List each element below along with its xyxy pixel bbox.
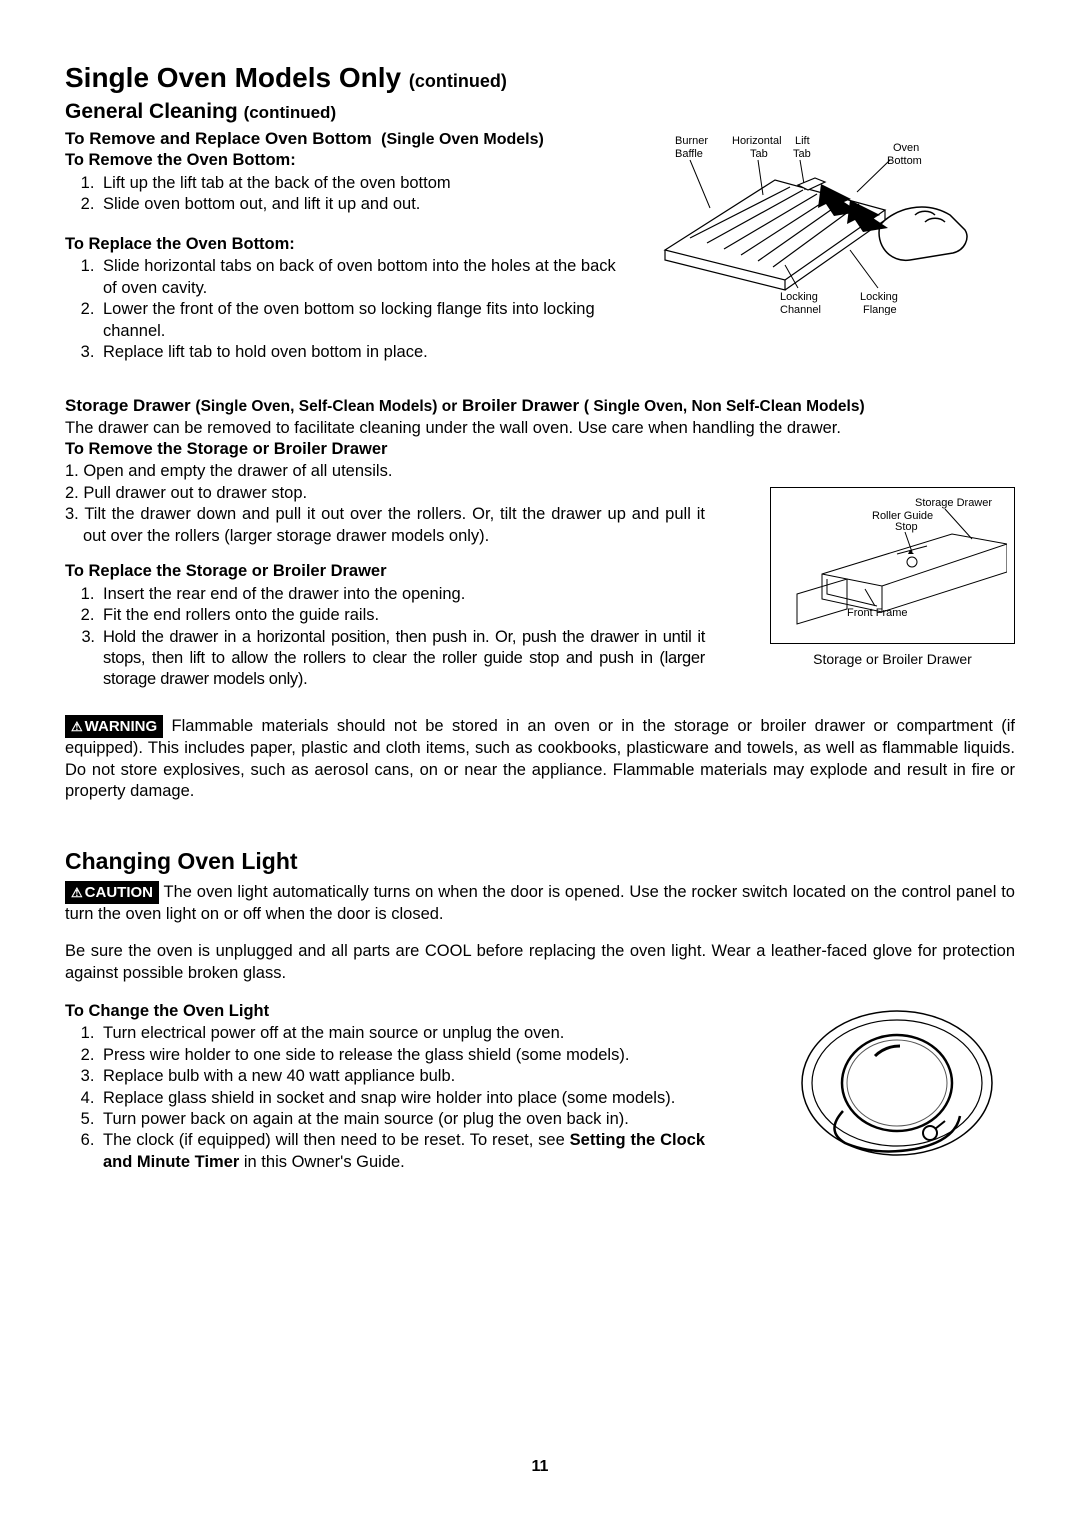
svg-text:Front Frame: Front Frame (847, 607, 908, 619)
title-text: Single Oven Models Only (65, 62, 401, 93)
svg-text:Bottom: Bottom (887, 155, 922, 167)
svg-text:Lift: Lift (795, 135, 810, 147)
list-item: Replace bulb with a new 40 watt applianc… (99, 1066, 705, 1087)
svg-text:Stop: Stop (895, 521, 918, 533)
svg-text:Horizontal: Horizontal (732, 135, 782, 147)
list-item: Slide oven bottom out, and lift it up an… (99, 194, 625, 215)
warning-icon: ⚠ (71, 719, 83, 736)
oven-light-heading: Changing Oven Light (65, 847, 1015, 877)
list-item: 3. Tilt the drawer down and pull it out … (65, 504, 705, 547)
warning-paragraph: ⚠WARNING Flammable materials should not … (65, 715, 1015, 803)
subtitle-text: General Cleaning (65, 100, 238, 123)
drawer-heading-2-sub: ( Single Oven, Non Self-Clean Models) (584, 398, 865, 415)
caution-icon: ⚠ (71, 885, 83, 902)
list-item: The clock (if equipped) will then need t… (99, 1130, 705, 1173)
remove-drawer-heading: To Remove the Storage or Broiler Drawer (65, 439, 705, 460)
svg-text:Oven: Oven (893, 142, 919, 154)
list-item: Lower the front of the oven bottom so lo… (99, 299, 625, 342)
list-item: Press wire holder to one side to release… (99, 1045, 705, 1066)
remove-bottom-heading: To Remove the Oven Bottom: (65, 150, 625, 171)
change-light-steps: Turn electrical power off at the main so… (65, 1023, 705, 1173)
remove-bottom-steps: Lift up the lift tab at the back of the … (65, 173, 625, 216)
list-item: Fit the end rollers onto the guide rails… (99, 605, 705, 626)
drawer-diagram-caption: Storage or Broiler Drawer (770, 650, 1015, 668)
title-suffix: (continued) (409, 71, 507, 91)
svg-text:Channel: Channel (780, 304, 821, 315)
list-item: 1. Open and empty the drawer of all uten… (65, 461, 705, 482)
warning-badge: ⚠WARNING (65, 715, 163, 739)
drawer-heading-1: Storage Drawer (65, 396, 191, 415)
caution-badge: ⚠CAUTION (65, 881, 159, 905)
oven-bottom-heading: To Remove and Replace Oven Bottom (Singl… (65, 129, 544, 148)
svg-text:Locking: Locking (860, 291, 898, 303)
oven-light-para: Be sure the oven is unplugged and all pa… (65, 941, 1015, 984)
drawer-section: Storage Drawer (Single Oven, Self-Clean … (65, 395, 1015, 802)
replace-bottom-steps: Slide horizontal tabs on back of oven bo… (65, 256, 625, 363)
page-title: Single Oven Models Only (continued) (65, 60, 1015, 96)
replace-drawer-steps: Insert the rear end of the drawer into t… (65, 584, 705, 691)
drawer-heading-2: Broiler Drawer (462, 396, 579, 415)
oven-bottom-diagram: Burner Baffle Horizontal Tab Lift Tab Ov… (635, 130, 975, 315)
svg-text:Locking: Locking (780, 291, 818, 303)
drawer-heading-1-sub: (Single Oven, Self-Clean Models) or (195, 398, 457, 415)
replace-bottom-heading: To Replace the Oven Bottom: (65, 234, 625, 255)
drawer-diagram: Storage Drawer Roller Guide Stop Front F… (770, 487, 1015, 644)
list-item: Hold the drawer in a horizontal position… (99, 627, 705, 691)
list-item: Replace lift tab to hold oven bottom in … (99, 342, 625, 363)
drawer-intro: The drawer can be removed to facilitate … (65, 418, 1015, 439)
svg-text:Tab: Tab (750, 148, 768, 160)
svg-text:Storage Drawer: Storage Drawer (915, 497, 992, 509)
svg-text:Baffle: Baffle (675, 148, 703, 160)
subtitle-suffix: (continued) (244, 103, 337, 122)
list-item: Turn power back on again at the main sou… (99, 1109, 705, 1130)
page-subtitle: General Cleaning (continued) (65, 98, 1015, 125)
oven-light-diagram (785, 1001, 1015, 1161)
svg-text:Burner: Burner (675, 135, 708, 147)
list-item: Replace glass shield in socket and snap … (99, 1088, 705, 1109)
oven-light-section: Changing Oven Light ⚠CAUTION The oven li… (65, 847, 1015, 1178)
list-item: Insert the rear end of the drawer into t… (99, 584, 705, 605)
page-number: 11 (65, 1457, 1015, 1478)
caution-text: The oven light automatically turns on wh… (65, 883, 1015, 924)
remove-drawer-steps: 1. Open and empty the drawer of all uten… (65, 461, 705, 547)
svg-text:Tab: Tab (793, 148, 811, 160)
list-item: 2. Pull drawer out to drawer stop. (65, 483, 705, 504)
replace-drawer-heading: To Replace the Storage or Broiler Drawer (65, 561, 705, 582)
change-light-heading: To Change the Oven Light (65, 1001, 705, 1022)
oven-bottom-section: To Remove and Replace Oven Bottom (Singl… (65, 128, 1015, 368)
warning-text: Flammable materials should not be stored… (65, 717, 1015, 800)
list-item: Turn electrical power off at the main so… (99, 1023, 705, 1044)
svg-text:Flange: Flange (863, 304, 897, 315)
list-item: Slide horizontal tabs on back of oven bo… (99, 256, 625, 299)
list-item: Lift up the lift tab at the back of the … (99, 173, 625, 194)
